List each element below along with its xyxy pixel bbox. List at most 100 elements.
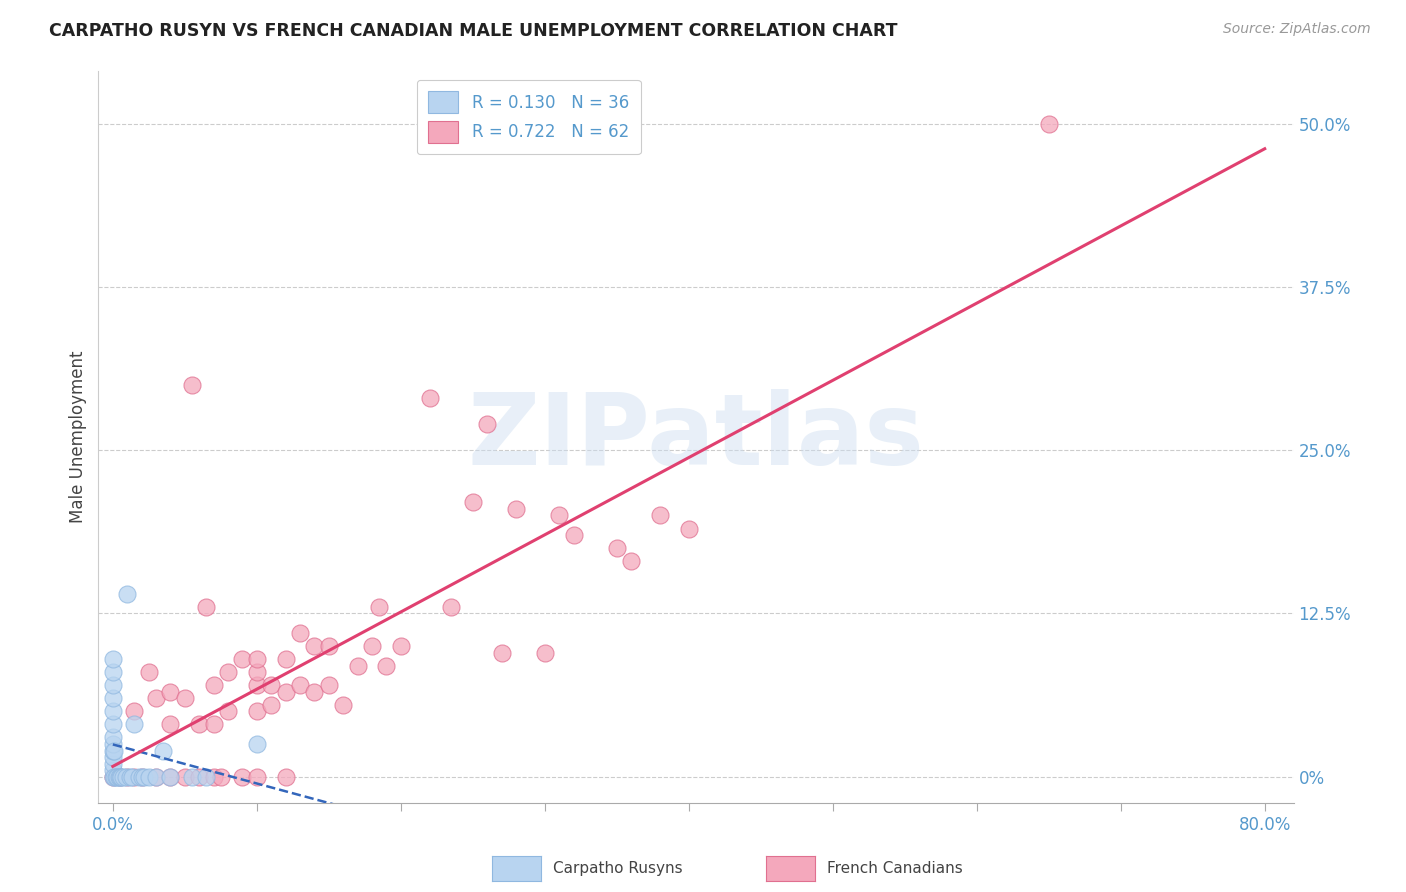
Point [1038,117,1060,131]
Point [101,750,124,764]
Y-axis label: Male Unemployment: Male Unemployment [69,351,87,524]
Point [159,770,181,784]
Point [217,705,239,719]
Point [101,731,124,745]
Point [173,691,195,706]
Point [103,770,125,784]
Point [101,717,124,731]
Point [110,770,132,784]
Point [505,502,527,516]
Text: CARPATHO RUSYN VS FRENCH CANADIAN MALE UNEMPLOYMENT CORRELATION CHART: CARPATHO RUSYN VS FRENCH CANADIAN MALE U… [49,22,897,40]
Point [304,639,326,653]
Point [246,770,269,784]
Point [533,646,555,660]
Point [115,587,138,601]
Legend: R = 0.130   N = 36, R = 0.722   N = 62: R = 0.130 N = 36, R = 0.722 N = 62 [416,79,641,154]
Point [138,665,160,680]
Point [491,646,513,660]
Point [104,770,127,784]
Point [217,665,239,680]
Point [101,770,124,784]
Point [260,678,283,692]
Point [120,770,142,784]
Point [304,685,326,699]
Point [159,770,181,784]
Point [202,678,225,692]
Point [318,639,340,653]
Point [114,770,136,784]
Point [246,737,269,751]
Point [188,717,211,731]
Point [101,763,124,777]
Point [246,678,269,692]
Point [288,678,311,692]
Point [181,770,204,784]
Point [145,770,167,784]
Point [195,770,218,784]
Point [288,626,311,640]
Point [274,652,297,666]
Point [101,705,124,719]
Text: Source: ZipAtlas.com: Source: ZipAtlas.com [1223,22,1371,37]
Point [260,698,283,712]
Point [606,541,628,555]
Point [101,770,124,784]
Point [246,665,269,680]
Point [195,599,218,614]
Point [332,698,354,712]
Point [145,770,167,784]
Point [562,528,585,542]
Point [101,737,124,751]
Text: Carpatho Rusyns: Carpatho Rusyns [553,862,682,876]
Point [361,639,384,653]
Point [368,599,391,614]
Point [231,770,253,784]
Point [202,770,225,784]
Text: ZIPatlas: ZIPatlas [468,389,924,485]
Point [101,756,124,771]
Point [274,770,297,784]
Point [389,639,412,653]
Point [440,599,463,614]
Point [105,770,128,784]
Point [173,770,195,784]
Point [101,665,124,680]
Point [121,770,143,784]
Point [128,770,150,784]
Point [131,770,153,784]
Point [115,770,138,784]
Point [246,705,269,719]
Point [107,770,129,784]
Point [231,652,253,666]
Point [124,770,146,784]
Point [101,691,124,706]
Point [134,770,156,784]
Point [108,770,131,784]
Point [620,554,643,568]
Point [131,770,153,784]
Point [419,391,441,405]
Point [188,770,211,784]
Point [648,508,671,523]
Point [124,705,146,719]
Point [159,685,181,699]
Point [124,717,146,731]
Point [477,417,499,431]
Point [318,678,340,692]
Point [152,743,174,757]
Point [108,770,131,784]
Point [548,508,571,523]
Point [678,521,700,535]
Point [202,717,225,731]
Point [274,685,297,699]
Point [375,658,398,673]
Point [181,377,204,392]
Point [101,678,124,692]
Point [159,717,181,731]
Point [145,691,167,706]
Point [111,770,134,784]
Point [346,658,368,673]
Point [101,652,124,666]
Point [138,770,160,784]
Point [209,770,232,784]
